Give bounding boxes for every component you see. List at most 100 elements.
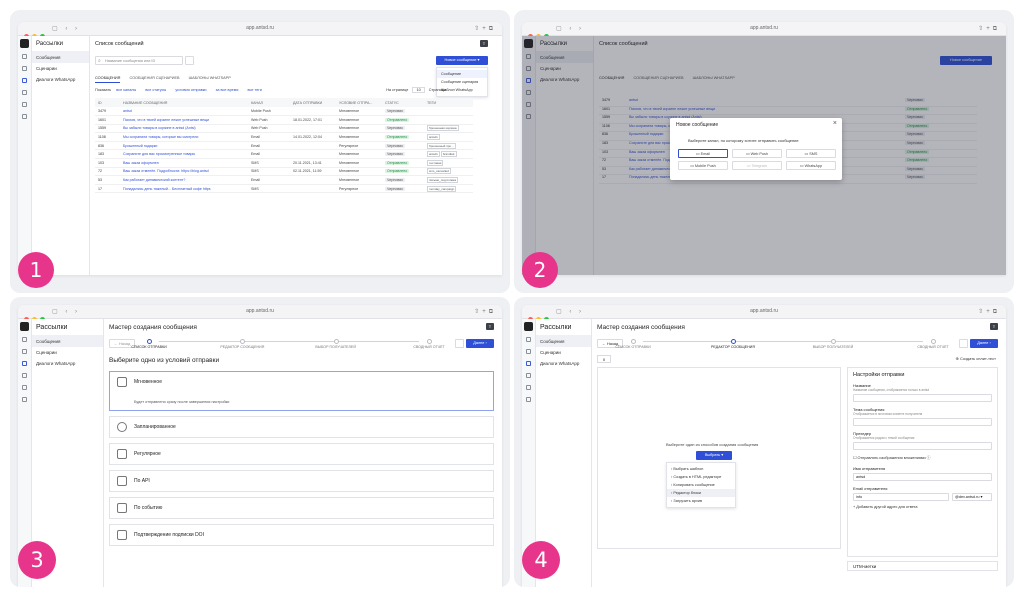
browser-nav-icons[interactable]: ▢ ‹ › <box>52 309 80 315</box>
sender-email-input[interactable]: info <box>853 493 949 501</box>
tab-whatsapp-templates[interactable]: ШАБЛОНЫ WHATSAPP <box>188 76 231 80</box>
channel-option-web-push[interactable]: ▭ Web Push <box>732 149 782 158</box>
home-icon[interactable] <box>526 54 531 59</box>
bag-icon[interactable] <box>526 102 531 107</box>
sidebar-item-whatsapp[interactable]: Диалоги WhatsApp <box>540 77 580 82</box>
browser-url[interactable]: app.antsd.ru <box>750 25 778 31</box>
per-page-select[interactable]: 10 <box>412 87 425 93</box>
field-input[interactable] <box>853 442 992 450</box>
col-condition[interactable]: УСЛОВИЕ ОТПРА... <box>339 100 373 105</box>
chart-icon[interactable] <box>22 114 27 119</box>
table-row[interactable]: 3479 antsd Mobile Push Мгновенное Черновик <box>95 107 473 116</box>
table-row[interactable]: 72 Ваш заказ отменён. Подробности: https:… <box>95 167 473 176</box>
sender-name-input[interactable]: antsd <box>853 473 992 481</box>
sidebar-item-scenarios[interactable]: Сценарии <box>36 66 57 71</box>
menu-item[interactable]: ▪ Редактор блоки <box>667 489 735 497</box>
back-button[interactable]: ← Назад <box>597 339 623 348</box>
channel-option-whatsapp[interactable]: ▭ WhatsApp <box>786 161 836 170</box>
filter-channels[interactable]: все каналы <box>116 88 137 92</box>
bag-icon[interactable] <box>22 385 27 390</box>
layers-icon[interactable] <box>526 90 531 95</box>
table-row[interactable]: 1108 Мы сохранили товары, которые вы смот… <box>95 133 473 142</box>
channel-option-sms[interactable]: ▭ SMS <box>786 149 836 158</box>
back-button[interactable]: ← Назад <box>109 339 135 348</box>
dropdown-item-scenario[interactable]: Сообщение сценария <box>441 80 479 84</box>
new-message-button[interactable]: Новое сообщение <box>940 56 992 65</box>
avatar[interactable]: T <box>486 323 494 330</box>
search-input[interactable]: ⌕ Название сообщения или ID <box>95 56 183 65</box>
chart-icon[interactable] <box>526 397 531 402</box>
send-icon[interactable] <box>22 361 27 366</box>
browser-toolbar-icons[interactable]: ⇧+⧉ <box>474 309 496 315</box>
version-tab[interactable]: 0 <box>597 355 611 363</box>
avatar[interactable]: T <box>480 40 488 47</box>
table-row[interactable]: 836 Брошенный подарки Email Регулярное Черно… <box>95 141 473 150</box>
browser-nav-icons[interactable]: ▢ ‹ › <box>556 309 584 315</box>
browser-toolbar-icons[interactable]: ⇧+⧉ <box>978 309 1000 315</box>
tab-scenario-messages[interactable]: СООБЩЕНИЯ СЦЕНАРИЕВ <box>129 76 180 80</box>
bag-icon[interactable] <box>22 102 27 107</box>
col-channel[interactable]: КАНАЛ <box>251 100 263 105</box>
next-button[interactable]: Далее › <box>466 339 494 348</box>
attach-images-checkbox[interactable]: ☐ Отправлять изображения вложениями ⓘ <box>853 456 931 460</box>
filter-statuses[interactable]: все статусы <box>145 88 167 92</box>
tab-whatsapp-templates[interactable]: ШАБЛОНЫ WHATSAPP <box>692 76 735 80</box>
menu-item[interactable]: ▪ Загрузить архив <box>667 497 735 505</box>
dropdown-item-whatsapp[interactable]: Шаблон WhatsApp <box>441 88 473 92</box>
field-input[interactable] <box>853 394 992 402</box>
col-name[interactable]: НАЗВАНИЕ СООБЩЕНИЯ <box>123 100 168 105</box>
send-option-event[interactable]: По событию <box>109 497 494 519</box>
send-option-api[interactable]: По API <box>109 470 494 492</box>
browser-url[interactable]: app.antsd.ru <box>246 308 274 314</box>
sidebar-item-scenarios[interactable]: Сценарии <box>540 66 561 71</box>
sidebar-item-messages[interactable]: Сообщения <box>536 52 593 63</box>
next-button[interactable]: Далее › <box>970 339 998 348</box>
sidebar-item-whatsapp[interactable]: Диалоги WhatsApp <box>540 361 580 366</box>
chart-icon[interactable] <box>22 397 27 402</box>
col-status[interactable]: СТАТУС <box>385 100 399 105</box>
sidebar-item-whatsapp[interactable]: Диалоги WhatsApp <box>36 77 76 82</box>
add-reply-link[interactable]: + Добавить другой адрес для ответа <box>853 505 918 509</box>
save-icon[interactable] <box>959 339 968 348</box>
sidebar-item-messages[interactable]: Сообщения <box>536 336 591 347</box>
browser-nav-icons[interactable]: ▢ ‹ › <box>52 26 80 32</box>
table-row[interactable]: 1559 Вы забыли товары в корзине в antsd (… <box>95 124 473 133</box>
table-row[interactable]: 53 Как работает динамический контент? Emai… <box>95 176 473 185</box>
cell-name[interactable]: Попадались день тяжелый... Бесплатный ко… <box>123 186 211 191</box>
close-icon[interactable]: × <box>832 120 837 127</box>
home-icon[interactable] <box>526 337 531 342</box>
table-row[interactable]: 1601 Психов, что в твоей корзине лежит ус… <box>95 116 473 125</box>
user-icon[interactable] <box>22 349 27 354</box>
cell-name[interactable]: Брошенный подарки <box>123 143 158 148</box>
tab-messages[interactable]: СООБЩЕНИЯ <box>599 76 625 80</box>
browser-toolbar-icons[interactable]: ⇧+⧉ <box>978 26 1000 32</box>
cell-name[interactable]: Ваш заказ оформлен <box>123 160 159 165</box>
filter-period[interactable]: за все время <box>215 88 239 92</box>
send-option-mail[interactable]: Подтверждение подписки DOI <box>109 524 494 546</box>
channel-option-mobile-push[interactable]: ▭ Mobile Push <box>678 161 728 170</box>
browser-toolbar-icons[interactable]: ⇧+⧉ <box>474 26 496 32</box>
sidebar-item-scenarios[interactable]: Сценарии <box>540 350 561 355</box>
menu-item[interactable]: ▪ Копировать сообщение <box>667 481 735 489</box>
filter-conditions[interactable]: условия отправки <box>175 88 207 92</box>
channel-option-telegram[interactable]: ▭ Telegram <box>732 161 782 170</box>
table-row[interactable]: 183 Сохраните для вас просмотренные товар… <box>95 150 473 159</box>
col-tags[interactable]: ТЕГИ <box>427 100 437 105</box>
select-button[interactable]: Выбрать ▾ <box>696 451 732 460</box>
save-icon[interactable] <box>455 339 464 348</box>
create-split-test[interactable]: ⊕ Создать сплит-тест <box>955 356 996 361</box>
col-date[interactable]: ДАТА ОТПРАВКИ <box>293 100 323 105</box>
cell-name[interactable]: Вы забыли товары в корзине в antsd (Ants… <box>123 126 196 131</box>
chart-icon[interactable] <box>526 114 531 119</box>
table-row[interactable]: 103 Ваш заказ оформлен SMS 20.11.2021, 13:4… <box>95 159 473 168</box>
send-option-clock[interactable]: Запланированное <box>109 416 494 438</box>
sidebar-item-messages[interactable]: Сообщения <box>32 52 89 63</box>
browser-nav-icons[interactable]: ▢ ‹ › <box>556 26 584 32</box>
home-icon[interactable] <box>22 54 27 59</box>
bag-icon[interactable] <box>526 385 531 390</box>
tab-scenario-messages[interactable]: СООБЩЕНИЯ СЦЕНАРИЕВ <box>633 76 684 80</box>
menu-item[interactable]: ▪ Создать в HTML редакторе <box>667 473 735 481</box>
sender-domain-select[interactable]: @dev.antsd.ru ▾ <box>952 493 992 501</box>
cell-name[interactable]: Ваш заказ отменён. Подробности: https://… <box>123 169 209 174</box>
cell-name[interactable]: Психов, что в твоей корзине лежит успешн… <box>123 117 210 122</box>
